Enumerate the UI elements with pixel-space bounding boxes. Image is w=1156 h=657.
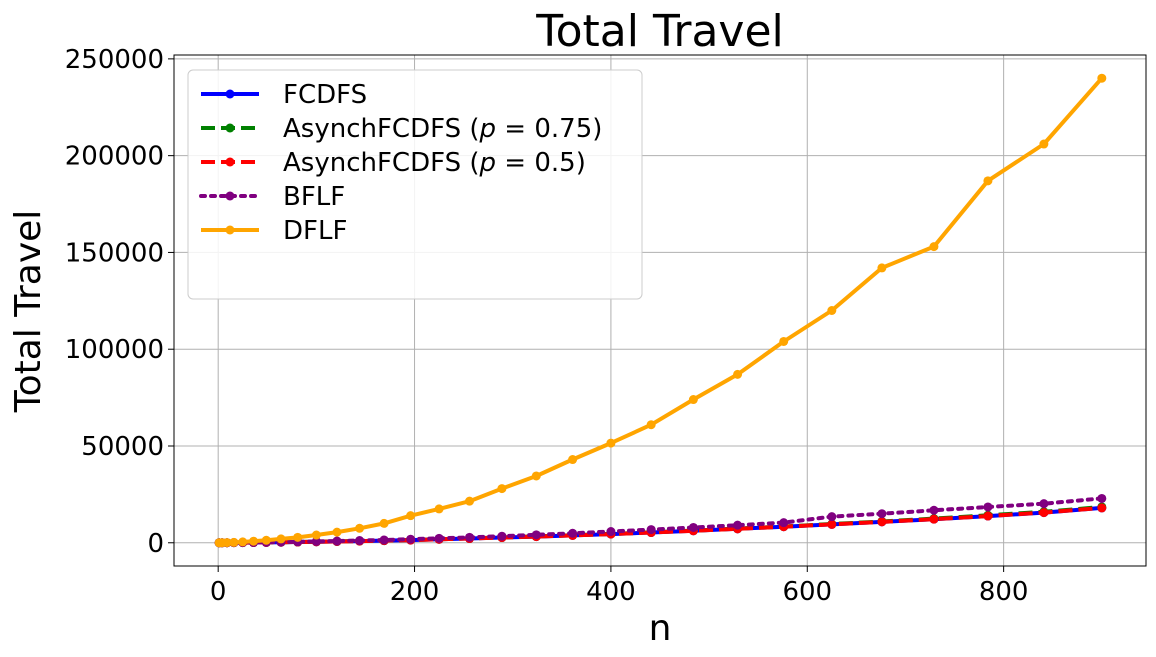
legend-item: AsynchFCDFS (p = 0.5) <box>201 148 586 178</box>
series-line <box>219 505 1102 545</box>
series-line <box>217 496 1104 545</box>
data-point <box>332 527 342 537</box>
legend-swatch-marker <box>225 191 235 201</box>
data-point <box>355 536 365 546</box>
legend-swatch-marker <box>225 157 235 167</box>
data-point <box>497 484 507 494</box>
data-point <box>827 512 837 522</box>
y-tick-label: 200000 <box>65 142 164 172</box>
legend-item: DFLF <box>201 216 347 246</box>
legend-label: DFLF <box>283 216 347 246</box>
data-point <box>229 537 239 547</box>
data-point <box>332 536 342 546</box>
legend-item: BFLF <box>199 182 345 212</box>
data-point <box>568 528 578 538</box>
data-point <box>406 511 416 521</box>
data-point <box>465 532 475 542</box>
data-point <box>877 517 887 527</box>
x-axis-label: n <box>649 608 672 649</box>
data-point <box>311 536 321 546</box>
data-point <box>434 533 444 543</box>
data-point <box>929 514 939 524</box>
data-point <box>1039 139 1049 149</box>
y-tick-label: 100000 <box>65 335 164 365</box>
data-point <box>606 527 616 537</box>
data-point <box>1039 508 1049 518</box>
data-point <box>983 502 993 512</box>
x-tick-label: 0 <box>210 577 227 607</box>
legend-box <box>187 69 643 300</box>
y-tick-label: 50000 <box>81 432 164 462</box>
series-4 <box>214 73 1107 548</box>
legend-swatch-marker <box>225 123 235 133</box>
legend-swatch-marker <box>225 89 235 99</box>
data-point <box>827 306 837 315</box>
x-tick-label: 600 <box>782 577 832 607</box>
data-point <box>688 522 698 532</box>
data-point <box>434 504 444 514</box>
data-point <box>646 420 656 430</box>
data-point <box>877 263 887 273</box>
chart-title: Total Travel <box>535 6 784 57</box>
data-point <box>733 369 743 379</box>
data-point <box>827 519 837 529</box>
data-point <box>379 535 389 545</box>
data-point <box>929 505 939 515</box>
legend-item: FCDFS <box>201 80 367 110</box>
data-point <box>497 531 507 541</box>
legend-label: FCDFS <box>283 80 367 110</box>
data-point <box>779 518 789 528</box>
data-point <box>222 538 232 548</box>
data-point <box>249 536 259 546</box>
legend-label: BFLF <box>283 182 345 212</box>
plot-frame <box>173 54 1147 567</box>
legend-label: AsynchFCDFS (p = 0.5) <box>283 148 586 178</box>
data-point <box>646 525 656 535</box>
data-point <box>983 511 993 521</box>
series-line <box>219 505 1102 545</box>
data-point <box>1039 499 1049 509</box>
data-point <box>1097 73 1107 83</box>
x-tick-label: 400 <box>586 577 636 607</box>
data-point <box>238 537 248 547</box>
series-layer <box>214 73 1107 548</box>
y-axis-ticks: 0 50000 100000 150000 200000 250000 <box>65 45 174 559</box>
data-point <box>606 438 616 448</box>
y-axis-label: Total Travel <box>8 210 49 414</box>
data-point <box>1097 503 1107 513</box>
data-point <box>733 520 743 530</box>
data-point <box>531 471 541 481</box>
legend: FCDFS AsynchFCDFS (p = 0.75) AsynchFCDFS (… <box>187 69 643 300</box>
x-axis-ticks: 0 200 400 600 800 <box>210 566 1029 607</box>
data-point <box>311 530 321 540</box>
legend-label: AsynchFCDFS (p = 0.75) <box>283 114 602 144</box>
x-tick-label: 200 <box>390 577 440 607</box>
data-point <box>877 509 887 519</box>
y-tick-label: 0 <box>147 529 164 559</box>
data-point <box>779 336 789 346</box>
data-point <box>688 395 698 405</box>
data-point <box>276 534 286 544</box>
data-point <box>465 496 475 506</box>
data-point <box>355 523 365 533</box>
legend-swatch-marker <box>225 225 235 235</box>
data-point <box>261 535 271 545</box>
x-tick-label: 800 <box>979 577 1029 607</box>
data-point <box>929 242 939 252</box>
data-point <box>531 530 541 540</box>
data-point <box>983 176 993 186</box>
legend-item: AsynchFCDFS (p = 0.75) <box>201 114 602 144</box>
data-point <box>406 534 416 544</box>
data-point <box>293 532 303 542</box>
data-point <box>379 518 389 528</box>
data-point <box>568 455 578 465</box>
y-tick-label: 150000 <box>65 238 164 268</box>
data-point <box>1097 493 1107 503</box>
series-3 <box>214 493 1107 548</box>
y-tick-label: 250000 <box>65 45 164 75</box>
series-line <box>219 505 1102 545</box>
